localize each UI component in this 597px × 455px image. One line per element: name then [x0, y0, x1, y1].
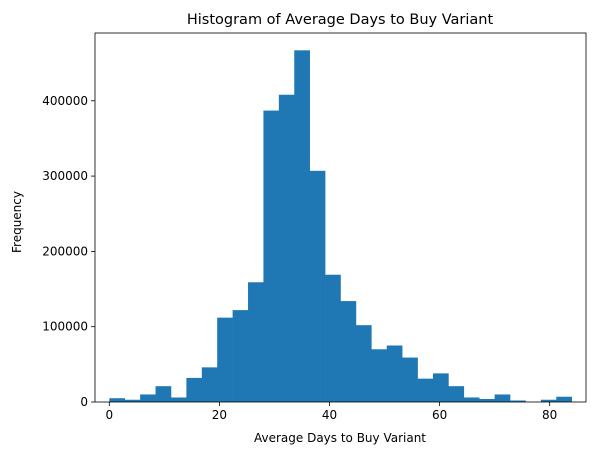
y-tick-label: 0 — [80, 395, 88, 409]
y-tick-label: 100000 — [42, 320, 88, 334]
histogram-bar — [201, 367, 218, 402]
histogram-bar — [432, 373, 449, 402]
histogram-bar — [263, 110, 280, 402]
histogram-bar — [556, 396, 572, 402]
histogram-bar — [140, 394, 156, 402]
y-tick-label: 200000 — [42, 244, 88, 258]
histogram-bar — [540, 399, 557, 402]
histogram-bar — [294, 50, 310, 403]
histogram-bar — [340, 301, 357, 402]
histogram-bar — [371, 349, 388, 402]
histogram-bar — [278, 94, 295, 402]
histogram-bar — [217, 317, 233, 402]
histogram-bar — [248, 282, 264, 402]
histogram-bar — [325, 274, 341, 402]
histogram-bar — [479, 398, 495, 402]
histogram-bar — [109, 398, 126, 402]
histogram-bar — [463, 397, 480, 402]
histogram-bar — [155, 386, 172, 402]
chart-title: Histogram of Average Days to Buy Variant — [187, 12, 494, 28]
histogram-bar — [186, 377, 203, 402]
histogram-bar — [494, 394, 511, 402]
x-tick-label: 40 — [322, 408, 337, 422]
x-tick-label: 20 — [212, 408, 227, 422]
histogram-bar — [448, 386, 465, 402]
x-axis-title: Average Days to Buy Variant — [254, 431, 426, 445]
histogram-bar — [170, 397, 187, 402]
histogram-bar — [355, 325, 372, 402]
x-tick-label: 0 — [105, 408, 113, 422]
histogram-bar — [232, 310, 249, 402]
histogram-bar — [124, 399, 141, 402]
histogram-bar — [309, 170, 326, 402]
histogram-bar — [386, 345, 403, 402]
y-tick-label: 300000 — [42, 169, 88, 183]
plot-frame — [94, 32, 587, 403]
histogram-bar — [402, 357, 418, 402]
histogram-bar — [510, 400, 526, 402]
axes-group: 0 20 40 60 80 0 100000 200000 300000 400000 — [42, 32, 587, 422]
y-tick-label: 400000 — [42, 94, 88, 108]
y-axis-title: Frequency — [10, 191, 24, 253]
histogram-bar — [417, 378, 434, 402]
bars-group — [109, 50, 572, 403]
x-tick-label: 80 — [542, 408, 557, 422]
x-tick-label: 60 — [432, 408, 447, 422]
